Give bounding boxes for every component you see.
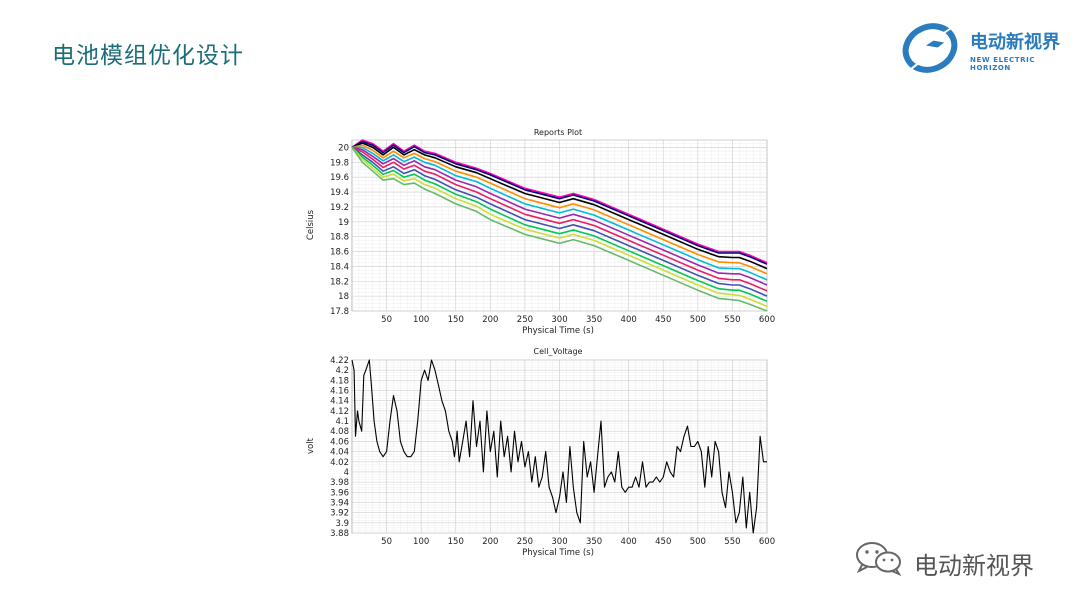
brand-logo: 电动新视界 NEW ELECTRIC HORIZON [896,12,1076,82]
x-tick-labels: 50 100 150 200 250 300 350 400 450 500 550 600 [381,537,775,547]
y-tick-label: 4.22 [330,356,349,366]
brand-name-cn: 电动新视界 [970,32,1060,53]
watermark-text: 电动新视界 [914,552,1034,580]
x-tick-label: 300 [551,315,567,325]
chart-title: Reports Plot [534,128,582,137]
x-tick-label: 600 [759,537,775,547]
cell-voltage-chart: Cell_Voltage 50 100 150 200 250 300 350 400 450 5… [300,343,780,560]
brand-name-en: NEW ELECTRIC HORIZON [970,56,1036,72]
grid-major [352,359,768,534]
y-tick-label: 4.2 [335,366,349,376]
y-tick-label: 20 [338,143,349,153]
series-line [351,146,768,308]
x-tick-label: 450 [655,315,671,325]
y-tick-label: 4.16 [330,387,349,397]
x-axis-label: Physical Time (s) [522,548,594,558]
y-tick-label: 3.92 [330,509,349,519]
y-tick-labels: 3.883.93.923.943.963.9844.024.044.064.08… [330,356,349,539]
series-line [351,146,768,303]
temperature-chart-svg: Reports Plot 50 100 150 200 250 300 350 400 450 5… [306,128,775,336]
series-line [351,146,768,286]
y-tick-label: 4.1 [335,417,349,427]
x-tick-label: 150 [448,537,464,547]
y-tick-label: 3.96 [330,488,349,498]
x-tick-label: 50 [381,315,392,325]
wechat-icon [856,542,902,576]
y-tick-label: 19 [338,218,349,228]
series-layer [351,139,768,312]
y-tick-labels: 17.8 18 18.2 18.4 18.6 18.8 19 19.2 19.4 19.6 19.8… [330,143,349,317]
y-axis-label: volt [306,437,316,454]
x-tick-label: 550 [724,537,740,547]
y-tick-label: 4.18 [330,376,349,386]
series-line [352,146,768,281]
y-tick-label: 4 [344,468,349,478]
y-tick-label: 3.94 [330,498,349,508]
y-tick-label: 19.8 [330,158,349,168]
x-tick-label: 250 [517,315,533,325]
y-tick-label: 18.2 [330,277,349,287]
x-axis-label: Physical Time (s) [522,326,594,336]
x-tick-label: 450 [655,537,671,547]
series-line [351,146,768,292]
series-line [351,144,768,275]
y-tick-label: 3.9 [335,519,349,529]
x-tick-label: 250 [517,537,533,547]
y-tick-label: 4.08 [330,427,349,437]
y-tick-label: 19.2 [330,203,349,213]
series-line [351,139,768,264]
series-line [351,146,768,312]
y-tick-label: 19.4 [330,188,349,198]
x-tick-label: 500 [690,537,706,547]
series-line [351,146,768,297]
y-tick-label: 3.98 [330,478,349,488]
series-line [351,142,768,270]
y-tick-label: 18.4 [330,262,349,272]
y-tick-label: 18.6 [330,248,349,258]
x-tick-label: 550 [724,315,740,325]
x-tick-labels: 50 100 150 200 250 300 350 400 450 500 550 600 [381,315,775,325]
x-tick-label: 200 [482,315,498,325]
chart-title: Cell_Voltage [534,347,583,356]
slide-title: 电池模组优化设计 [52,43,244,69]
series-line [351,140,768,265]
x-tick-label: 400 [621,315,637,325]
x-tick-label: 350 [586,315,602,325]
x-tick-label: 400 [621,537,637,547]
y-tick-label: 4.04 [330,448,349,458]
temperature-chart: Reports Plot 50 100 150 200 250 300 350 400 450 5… [300,123,780,338]
y-tick-label: 4.12 [330,407,349,417]
x-tick-label: 100 [413,537,429,547]
x-tick-label: 150 [448,315,464,325]
y-axis-label: Celsius [306,209,316,240]
x-tick-label: 600 [759,315,775,325]
series-line [351,359,767,534]
y-tick-label: 4.14 [330,397,349,407]
y-tick-label: 18.8 [330,233,349,243]
x-tick-label: 300 [551,537,567,547]
x-tick-label: 350 [586,537,602,547]
x-tick-label: 50 [381,537,392,547]
x-tick-label: 500 [690,315,706,325]
y-tick-label: 4.06 [330,437,349,447]
y-tick-label: 18 [338,292,349,302]
y-tick-label: 4.02 [330,458,349,468]
y-tick-label: 17.8 [330,307,349,317]
series-layer [351,359,767,534]
x-tick-label: 100 [413,315,429,325]
lightning-globe-icon [899,15,968,79]
y-tick-label: 19.6 [330,173,349,183]
y-tick-label: 3.88 [330,529,349,539]
x-tick-label: 200 [482,537,498,547]
cell-voltage-chart-svg: Cell_Voltage 50 100 150 200 250 300 350 400 450 5… [306,347,775,558]
